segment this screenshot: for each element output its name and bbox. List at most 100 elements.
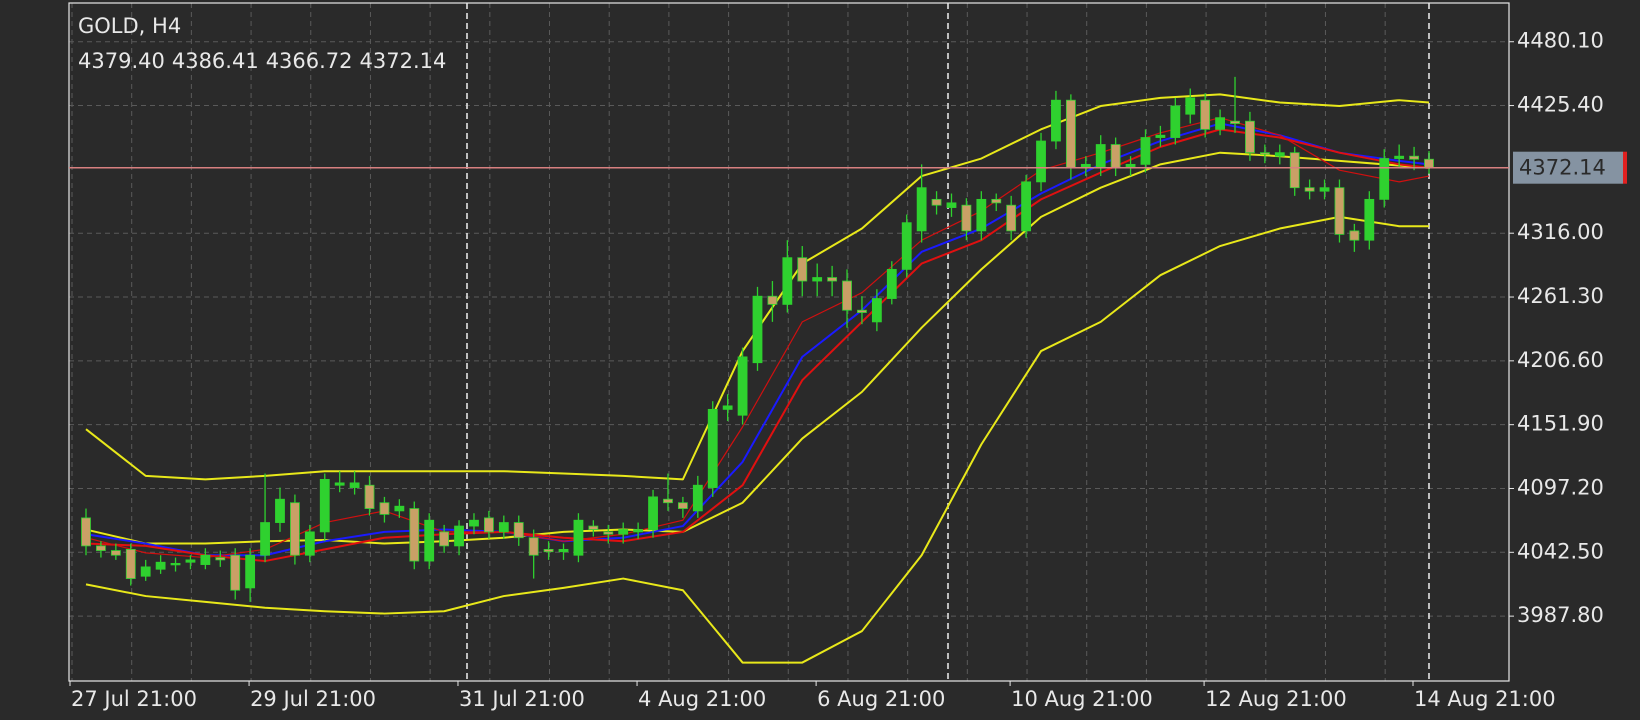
candle-body <box>782 257 793 305</box>
y-tick-label: 4042.50 <box>1517 539 1604 563</box>
candle-body <box>827 277 838 282</box>
candle-body <box>1170 105 1181 138</box>
candle-body <box>1334 187 1345 235</box>
candle-body <box>334 482 345 486</box>
y-tick-label: 4097.20 <box>1517 475 1604 499</box>
candle-body <box>1230 120 1240 124</box>
candle-body <box>260 522 270 556</box>
candle-body <box>1006 204 1017 232</box>
candle-body <box>454 525 464 547</box>
candle-body <box>916 187 927 232</box>
candle-body <box>1245 120 1255 154</box>
y-tick-label: 3987.80 <box>1517 603 1604 627</box>
y-tick-label: 4316.00 <box>1517 220 1604 244</box>
x-tick-label: 6 Aug 21:00 <box>817 687 945 711</box>
candle-body <box>304 531 315 556</box>
indicator-line <box>85 215 1429 664</box>
candle-body <box>1051 99 1061 142</box>
ohlc-value: 4386.41 <box>172 49 259 73</box>
candle-body <box>185 559 196 563</box>
candle-body <box>1274 152 1285 157</box>
candle-body <box>931 198 942 206</box>
candle-body <box>1259 152 1270 155</box>
candle-body <box>842 280 852 311</box>
candle-body <box>871 298 882 323</box>
candle-body <box>245 554 256 589</box>
candle-body <box>901 222 912 270</box>
candle-body <box>1304 187 1315 192</box>
y-tick-label: 4151.90 <box>1517 412 1604 436</box>
candle-body <box>573 519 584 556</box>
x-tick-label: 29 Jul 21:00 <box>250 687 376 711</box>
candle-body <box>1364 198 1375 241</box>
candle-body <box>200 554 211 565</box>
candle-body <box>1215 117 1225 130</box>
candle-body <box>1349 230 1360 241</box>
candle-body <box>1200 99 1211 130</box>
candle-body <box>1289 152 1300 189</box>
candle-body <box>1065 99 1076 169</box>
current-price-box <box>1513 151 1623 184</box>
x-tick-label: 4 Aug 21:00 <box>638 687 766 711</box>
candle-body <box>290 502 300 556</box>
x-tick-label: 31 Jul 21:00 <box>459 687 585 711</box>
candle-body <box>722 405 733 410</box>
candle-body <box>886 268 897 299</box>
current-price-marker <box>1623 151 1627 184</box>
candle-body <box>1021 181 1031 232</box>
candle-body <box>439 531 450 547</box>
candle-body <box>319 478 330 533</box>
candle-body <box>618 529 629 535</box>
candle-body <box>1319 187 1330 192</box>
y-tick-label: 4206.60 <box>1517 348 1604 372</box>
candle-body <box>767 295 778 305</box>
candle-body <box>424 519 435 562</box>
candle-body <box>364 484 375 509</box>
candle-body <box>1379 158 1390 200</box>
ohlc-value: 4372.14 <box>360 49 447 73</box>
candle-body <box>110 550 121 556</box>
candle-body <box>140 566 151 577</box>
candle-body <box>1394 155 1405 159</box>
chart-title: GOLD, H4 <box>78 14 181 38</box>
candle-body <box>1424 158 1434 169</box>
candle-body <box>469 519 479 527</box>
y-tick-label: 4261.30 <box>1517 284 1604 308</box>
candle-body <box>96 545 106 551</box>
candle-body <box>155 561 166 570</box>
candle-body <box>81 517 91 547</box>
candle-body <box>394 505 405 512</box>
candle-body <box>230 554 241 591</box>
candle-body <box>976 198 987 232</box>
ohlc-value: 4366.72 <box>266 49 353 73</box>
candle-body <box>588 525 599 530</box>
candle-body <box>961 204 972 232</box>
candle-body <box>857 309 867 313</box>
candle-body <box>215 557 226 561</box>
indicator-line <box>85 128 1430 563</box>
indicator-line <box>85 117 1430 559</box>
candle-body <box>275 498 285 523</box>
y-tick-label: 4480.10 <box>1517 29 1604 53</box>
candle-body <box>170 562 181 566</box>
candle-body <box>633 529 644 533</box>
candle-body <box>379 502 390 515</box>
candle-body <box>692 484 703 512</box>
candle-body <box>677 502 688 509</box>
candle-body <box>752 295 763 364</box>
candle-body <box>603 531 614 535</box>
candle-body <box>1095 144 1106 169</box>
x-tick-label: 12 Aug 21:00 <box>1205 687 1347 711</box>
candle-body <box>707 408 718 488</box>
candle-body <box>528 537 539 556</box>
ohlc-info: 4379.40 4386.41 4366.72 4372.14 <box>78 49 446 73</box>
candle-body <box>737 356 748 416</box>
candle-body <box>812 277 823 282</box>
candle-body <box>349 482 360 488</box>
x-tick-label: 27 Jul 21:00 <box>71 687 197 711</box>
candle-body <box>513 522 524 539</box>
candle-body <box>648 496 658 530</box>
